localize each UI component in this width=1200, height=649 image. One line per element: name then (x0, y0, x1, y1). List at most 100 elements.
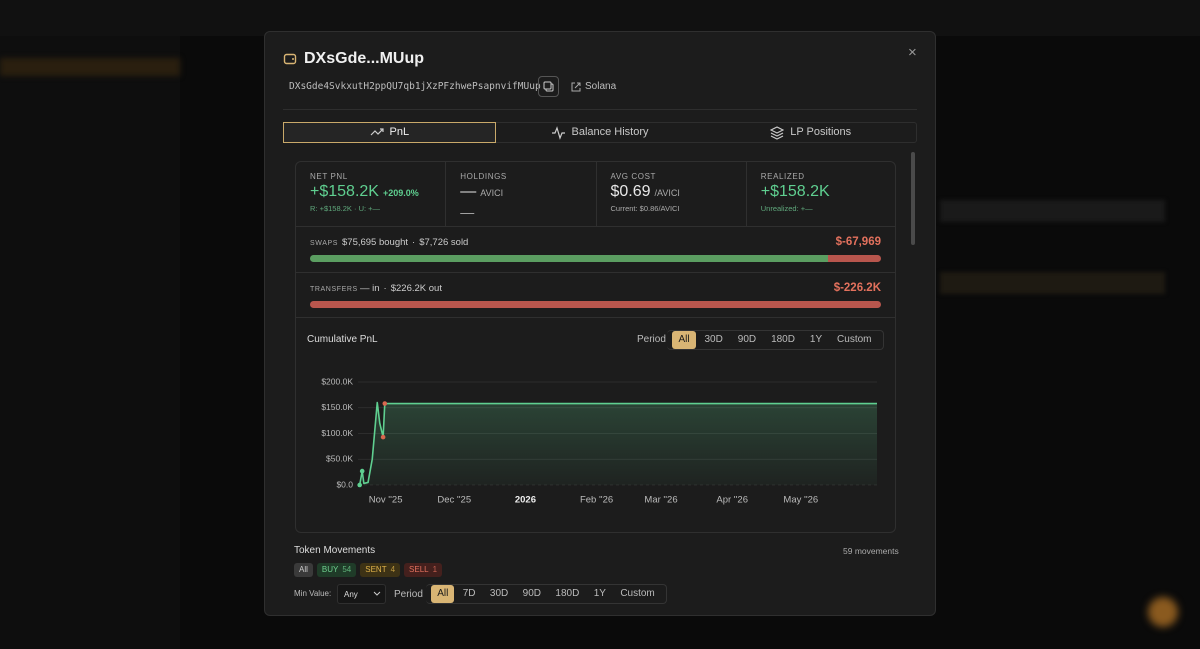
filter-label: SELL (409, 565, 429, 574)
app-sidebar-active (0, 58, 180, 76)
period-option[interactable]: 7D (462, 588, 476, 599)
stat-sub: R: +$158.2K · U: +— (310, 204, 381, 213)
flow-bar-segment (310, 300, 881, 308)
stat-value-row: — AVICI (460, 184, 503, 200)
external-link-icon (571, 82, 581, 92)
close-button[interactable]: × (908, 44, 917, 61)
y-tick-label: $200.0K (321, 376, 353, 386)
stat-divider (745, 162, 747, 226)
stat-value: — (460, 183, 477, 200)
filter-chip[interactable]: SELL 1 (404, 563, 443, 577)
chart: $0.0 $50.0K $100.0K $150.0K $200.0K Nov ''25 D… (321, 376, 877, 506)
period-option[interactable]: 30D (704, 334, 723, 345)
x-tick-label: Feb ''26 (580, 495, 613, 506)
app-sidebar (0, 36, 180, 649)
stat-label: HOLDINGS (460, 172, 507, 181)
chart-title: Cumulative PnL (307, 334, 378, 345)
period-option[interactable]: 90D (737, 334, 757, 345)
separator: · (412, 237, 416, 248)
period-option[interactable]: 180D (555, 588, 580, 599)
period-option[interactable]: All (672, 331, 696, 349)
network-link[interactable]: Solana (585, 81, 617, 92)
stat-value-row: +$158.2K +209.0% (310, 184, 419, 200)
wallet-address: DXsGde4SvkxutH2ppQU7qb1jXzPFzhwePsapnvif… (289, 81, 541, 92)
stat-value-row: +$158.2K (761, 184, 830, 200)
point-marker (359, 468, 365, 474)
modal-title: DXsGde...MUup (304, 50, 425, 67)
period-option[interactable]: 1Y (809, 334, 823, 345)
period-option[interactable]: 1Y (593, 588, 606, 599)
x-tick-label: Dec ''25 (437, 495, 471, 506)
period-label: Period (637, 334, 666, 345)
tab-label: Balance History (571, 126, 649, 138)
stat-divider (445, 162, 447, 226)
area (359, 402, 877, 485)
min-value-select[interactable]: Any (337, 584, 386, 604)
stat-value: +$158.2K (310, 183, 379, 200)
flow-label: SWAPS (310, 240, 339, 247)
stat-extra: AVICI (480, 188, 504, 198)
y-tick-label: $0.0 (336, 479, 353, 489)
stat-label: AVG COST (610, 172, 657, 181)
flow-bar-segment (310, 255, 829, 262)
filter-chip[interactable]: SENT 4 (360, 563, 401, 577)
y-tick-label: $100.0K (321, 428, 353, 438)
y-tick-label: $50.0K (326, 454, 353, 464)
tab-icon (770, 125, 785, 140)
stat-sub: — (460, 204, 475, 220)
flow-amount: $7,726 sold (419, 237, 469, 248)
period-selector: All 7D 30D 90D 180D 1Y Custom (426, 584, 667, 604)
tab[interactable]: Balance History (495, 123, 706, 142)
flow-amount: $75,695 bought (342, 237, 409, 248)
copy-button[interactable] (538, 76, 559, 97)
x-tick-label: Mar ''26 (644, 495, 677, 506)
wallet-icon (283, 53, 297, 65)
flow-bar-segment (828, 255, 881, 262)
app-panel (940, 272, 1165, 294)
flow-detail: $75,695 bought · $7,726 sold (342, 238, 468, 248)
period-option[interactable]: All (431, 585, 455, 603)
tab-label: PnL (389, 126, 410, 138)
tab[interactable]: PnL (283, 122, 496, 143)
tab-icon (552, 125, 566, 140)
flow-bar (310, 255, 881, 262)
filter-chip[interactable]: All (294, 563, 313, 577)
filter-count: 54 (342, 565, 352, 574)
filter-label: BUY (321, 565, 339, 574)
point-marker (382, 401, 388, 406)
stat-sub: Current: $0.86/AVICI (610, 204, 680, 213)
divider (283, 109, 917, 110)
row-divider (296, 317, 895, 318)
min-value-label: Min Value: (294, 589, 332, 598)
stat-sub: Unrealized: +— (760, 204, 813, 213)
stat-divider (595, 162, 597, 226)
flow-bar (310, 300, 881, 308)
flow-amount: — in (360, 282, 380, 294)
filter-count: 1 (432, 565, 438, 574)
stat-value: +$158.2K (760, 183, 830, 200)
period-option[interactable]: Custom (620, 588, 655, 599)
tab[interactable]: LP Positions (705, 123, 916, 142)
stat-extra: /AVICI (654, 188, 680, 198)
copy-icon (543, 81, 554, 92)
period-option[interactable]: 30D (489, 588, 509, 599)
x-tick-label: May ''26 (783, 495, 818, 506)
period-selector: All 30D 90D 180D 1Y Custom (667, 330, 884, 350)
period-option[interactable]: Custom (837, 334, 872, 345)
filter-chip[interactable]: BUY 54 (316, 563, 357, 577)
tab-icon (370, 127, 384, 135)
period-option[interactable]: 90D (522, 588, 541, 599)
app-fab (1148, 597, 1178, 627)
min-value: Any (344, 590, 358, 599)
x-tick-label: Apr ''26 (716, 495, 748, 506)
period-option[interactable]: 180D (771, 334, 795, 345)
app-topbar (0, 0, 1200, 36)
filter-label: All (299, 565, 308, 574)
flow-label: TRANSFERS (310, 285, 358, 293)
chevron (373, 591, 381, 596)
flow-total: $-67,969 (835, 236, 881, 248)
app-panel (940, 200, 1165, 222)
movement-filters: All BUY 54 SENT 4 SELL 1 (294, 563, 443, 577)
point-marker (380, 434, 386, 440)
flow-amount: $226.2K out (390, 282, 442, 294)
